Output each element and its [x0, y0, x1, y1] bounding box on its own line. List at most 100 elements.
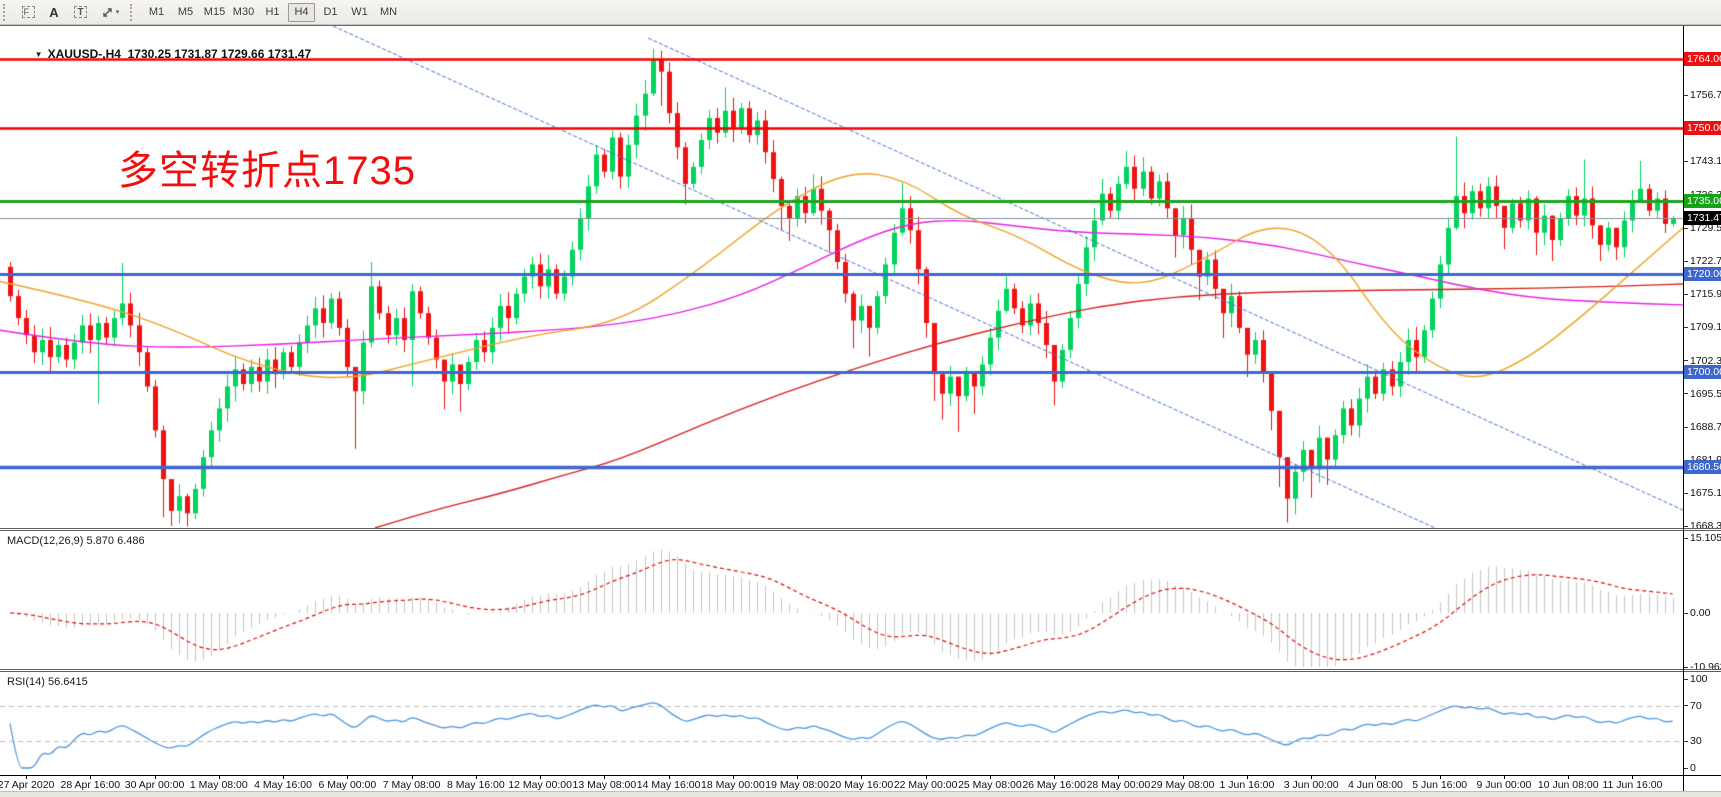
timeframe-button-h4[interactable]: H4 — [288, 2, 315, 22]
macd-name: MACD(12,26,9) — [7, 535, 84, 547]
time-tick — [540, 776, 542, 779]
time-label: 27 Apr 2020 — [0, 779, 55, 791]
time-label: 4 Jun 08:00 — [1347, 779, 1403, 791]
arrows-tool-icon — [103, 7, 112, 17]
macd-label: MACD(12,26,9) 5.870 6.486 — [7, 535, 145, 547]
price-badge-1700.00: 1700.00 — [1684, 364, 1721, 379]
text-tool-button[interactable]: T — [67, 1, 93, 23]
time-label: 12 May 00:00 — [508, 779, 572, 791]
time-tick — [154, 776, 156, 779]
price-badge-1731.47: 1731.47 — [1684, 211, 1721, 226]
window-bottom-strip — [0, 791, 1721, 797]
time-label: 6 May 00:00 — [318, 779, 377, 791]
time-tick — [411, 776, 413, 779]
time-label: 26 May 16:00 — [1022, 779, 1086, 791]
time-tick — [1118, 776, 1120, 779]
pane-separator[interactable] — [0, 528, 1721, 531]
label-tool-button[interactable]: A — [41, 1, 67, 23]
arrows-tool-button[interactable]: ▾ — [93, 1, 127, 23]
chart-workspace: ▼ XAUUSD-,H4 1730.25 1731.87 1729.66 1731… — [0, 25, 1721, 797]
price-tick-label: 1688.70 — [1684, 421, 1721, 433]
time-tick — [1375, 776, 1377, 779]
macd-signal-value: 6.486 — [117, 535, 145, 547]
time-label: 11 Jun 16:00 — [1602, 779, 1663, 791]
macd-canvas[interactable] — [0, 531, 1683, 669]
timeframe-toolbar: M1 M5 M15 M30 H1 H4 D1 W1 MN — [142, 2, 403, 22]
price-tick-label: 1715.90 — [1684, 288, 1721, 300]
time-label: 19 May 08:00 — [765, 779, 829, 791]
toolbar-grip[interactable] — [130, 3, 138, 21]
rsi-label: RSI(14) 56.6415 — [7, 676, 88, 688]
rsi-value: 56.6415 — [47, 676, 88, 688]
time-label: 4 May 16:00 — [254, 779, 312, 791]
time-tick — [1054, 776, 1056, 779]
time-tick — [668, 776, 670, 779]
timeframe-button-h1[interactable]: H1 — [265, 6, 280, 18]
chart-dropdown-icon: ▼ — [34, 50, 43, 59]
rsi-scale[interactable]: 100 70 30 0 — [1684, 672, 1721, 775]
time-tick — [732, 776, 734, 779]
macd-main-value: 5.870 — [86, 535, 115, 547]
price-chart-canvas[interactable] — [0, 26, 1683, 528]
time-tick — [90, 776, 92, 779]
macd-pane: MACD(12,26,9) 5.870 6.486 15.105 0.00 -10.… — [0, 531, 1721, 673]
time-axis[interactable]: 27 Apr 2020 28 Apr 16:00 30 Apr 00:00 1 May… — [0, 775, 1721, 791]
time-tick — [604, 776, 606, 779]
macd-tick-label: 0.00 — [1684, 607, 1710, 619]
rsi-canvas[interactable] — [0, 672, 1683, 775]
time-tick — [1246, 776, 1248, 779]
time-label: 9 Jun 00:00 — [1476, 779, 1532, 791]
price-tick-label: 1743.10 — [1684, 155, 1721, 167]
timeframe-button-m1[interactable]: M1 — [148, 6, 165, 18]
toolbar-grip[interactable] — [3, 3, 11, 21]
price-scale[interactable]: 1763.501756.701749.901743.101736.301729.… — [1684, 26, 1721, 532]
price-tick-label: 1722.70 — [1684, 255, 1721, 267]
scale-divider-line — [1683, 26, 1684, 791]
price-badge-1735.00: 1735.00 — [1684, 193, 1721, 208]
rsi-pane: RSI(14) 56.6415 100 70 30 0 — [0, 672, 1721, 775]
time-label: 5 Jun 16:00 — [1412, 779, 1468, 791]
time-tick — [218, 776, 220, 779]
rsi-tick-label: 30 — [1684, 735, 1702, 747]
text-tool-icon: T — [73, 6, 87, 18]
time-label: 18 May 00:00 — [701, 779, 765, 791]
chart-symbol-period: XAUUSD-,H4 — [47, 47, 121, 61]
rsi-tick-label: 0 — [1684, 762, 1696, 774]
time-tick — [1632, 776, 1634, 779]
pane-separator[interactable] — [0, 669, 1721, 672]
price-badge-1750.00: 1750.00 — [1684, 120, 1721, 135]
time-label: 13 May 08:00 — [572, 779, 637, 791]
price-chart-pane: ▼ XAUUSD-,H4 1730.25 1731.87 1729.66 1731… — [0, 26, 1721, 532]
time-tick — [347, 776, 349, 779]
timeframe-button-m30[interactable]: M30 — [232, 6, 255, 18]
timeframe-button-mn[interactable]: MN — [379, 6, 398, 18]
time-tick — [283, 776, 285, 779]
price-badge-1720.00: 1720.00 — [1684, 267, 1721, 282]
time-tick — [1568, 776, 1570, 779]
frame-tool-icon: F — [21, 6, 35, 18]
time-tick — [861, 776, 863, 779]
time-tick — [1439, 776, 1441, 779]
frame-tool-button[interactable]: F — [15, 1, 41, 23]
time-label: 1 May 08:00 — [189, 779, 248, 791]
timeframe-button-m15[interactable]: M15 — [203, 6, 226, 18]
price-badge-1764.00: 1764.00 — [1684, 52, 1721, 67]
time-tick — [26, 776, 28, 779]
price-badge-1680.56: 1680.56 — [1684, 459, 1721, 474]
price-tick-label: 1709.10 — [1684, 321, 1721, 333]
timeframe-button-w1[interactable]: W1 — [351, 6, 368, 18]
time-tick — [1182, 776, 1184, 779]
time-label: 14 May 16:00 — [636, 779, 701, 791]
time-label: 10 Jun 08:00 — [1537, 779, 1599, 791]
time-label: 3 Jun 00:00 — [1283, 779, 1339, 791]
time-label: 30 Apr 00:00 — [124, 779, 185, 791]
time-tick — [797, 776, 799, 779]
time-label: 28 Apr 16:00 — [60, 779, 121, 791]
dropdown-caret-icon: ▾ — [115, 9, 120, 16]
timeframe-button-m5[interactable]: M5 — [177, 6, 194, 18]
chart-title: ▼ XAUUSD-,H4 1730.25 1731.87 1729.66 1731… — [8, 33, 311, 75]
timeframe-button-d1[interactable]: D1 — [323, 6, 338, 18]
price-tick-label: 1702.30 — [1684, 355, 1721, 367]
time-label: 20 May 16:00 — [829, 779, 894, 791]
